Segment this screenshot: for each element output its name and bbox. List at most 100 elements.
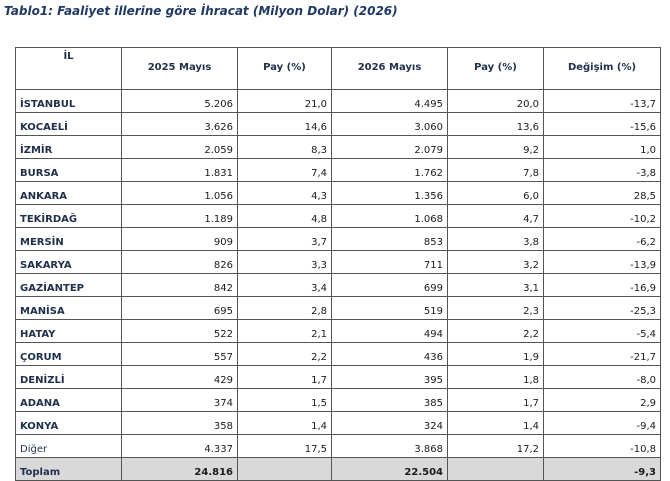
header-cell: Pay (%) [237, 47, 332, 90]
value-cell: 2.079 [331, 135, 448, 159]
table-row: BURSA 1.831 7,4 1.762 7,8 -3,8 [15, 158, 661, 182]
value-cell: 2,1 [237, 319, 332, 343]
value-cell: 1,0 [543, 135, 661, 159]
table-row: ADANA 374 1,5 385 1,7 2,9 [15, 388, 661, 412]
value-cell: 8,3 [237, 135, 332, 159]
value-cell: 3,2 [447, 250, 544, 274]
value-cell: 826 [121, 250, 238, 274]
value-cell: 21,0 [237, 89, 332, 113]
value-cell: 1,8 [447, 365, 544, 389]
value-cell: 1,5 [237, 388, 332, 412]
value-cell: 28,5 [543, 181, 661, 205]
value-cell: 1,7 [237, 365, 332, 389]
province-cell: BURSA [15, 158, 122, 182]
value-cell: -10,2 [543, 204, 661, 228]
value-cell: -3,8 [543, 158, 661, 182]
value-cell: 2.059 [121, 135, 238, 159]
value-cell: -13,7 [543, 89, 661, 113]
value-cell: 494 [331, 319, 448, 343]
value-cell: 1.831 [121, 158, 238, 182]
table-row: Diğer 4.337 17,5 3.868 17,2 -10,8 [15, 434, 661, 458]
table-row: İZMİR 2.059 8,3 2.079 9,2 1,0 [15, 135, 661, 159]
value-cell: 4,8 [237, 204, 332, 228]
value-cell: -8,0 [543, 365, 661, 389]
value-cell: 2,2 [237, 342, 332, 366]
value-cell: 14,6 [237, 112, 332, 136]
value-cell: 9,2 [447, 135, 544, 159]
value-cell: 2,9 [543, 388, 661, 412]
province-cell: ADANA [15, 388, 122, 412]
value-cell: 711 [331, 250, 448, 274]
value-cell: 7,8 [447, 158, 544, 182]
value-cell: 1.189 [121, 204, 238, 228]
table-row: MERSİN 909 3,7 853 3,8 -6,2 [15, 227, 661, 251]
province-cell: TEKİRDAĞ [15, 204, 122, 228]
value-cell: 1.056 [121, 181, 238, 205]
value-cell: 3,3 [237, 250, 332, 274]
table-row: HATAY 522 2,1 494 2,2 -5,4 [15, 319, 661, 343]
table-row: KOCAELİ 3.626 14,6 3.060 13,6 -15,6 [15, 112, 661, 136]
value-cell: 3,8 [447, 227, 544, 251]
value-cell: 6,0 [447, 181, 544, 205]
total-cell: -9,3 [543, 457, 661, 481]
header-cell: 2025 Mayıs [121, 47, 238, 90]
value-cell: 699 [331, 273, 448, 297]
province-cell: MANİSA [15, 296, 122, 320]
table-row: DENİZLİ 429 1,7 395 1,8 -8,0 [15, 365, 661, 389]
value-cell: 4,3 [237, 181, 332, 205]
value-cell: 436 [331, 342, 448, 366]
table-body: İSTANBUL 5.206 21,0 4.495 20,0 -13,7 KOCAELİ 3.… [15, 89, 661, 481]
header-cell: Değişim (%) [543, 47, 661, 90]
value-cell: 3.626 [121, 112, 238, 136]
value-cell: -10,8 [543, 434, 661, 458]
value-cell: 3,1 [447, 273, 544, 297]
value-cell: 842 [121, 273, 238, 297]
province-cell: HATAY [15, 319, 122, 343]
value-cell: 395 [331, 365, 448, 389]
value-cell: 1,4 [447, 411, 544, 435]
province-cell: KONYA [15, 411, 122, 435]
value-cell: 4.495 [331, 89, 448, 113]
value-cell: 1.068 [331, 204, 448, 228]
table-row: GAZİANTEP 842 3,4 699 3,1 -16,9 [15, 273, 661, 297]
table-row: SAKARYA 826 3,3 711 3,2 -13,9 [15, 250, 661, 274]
value-cell: 20,0 [447, 89, 544, 113]
value-cell: 557 [121, 342, 238, 366]
value-cell: -9,4 [543, 411, 661, 435]
table-row: İSTANBUL 5.206 21,0 4.495 20,0 -13,7 [15, 89, 661, 113]
value-cell: 519 [331, 296, 448, 320]
value-cell: 13,6 [447, 112, 544, 136]
value-cell: 909 [121, 227, 238, 251]
data-table: İL 2025 Mayıs Pay (%) 2026 Mayıs Pay (%) Deği… [15, 47, 661, 481]
value-cell: 1,4 [237, 411, 332, 435]
province-cell: Diğer [15, 434, 122, 458]
total-label: Toplam [15, 457, 122, 481]
value-cell: 1,9 [447, 342, 544, 366]
value-cell: 4.337 [121, 434, 238, 458]
value-cell: -16,9 [543, 273, 661, 297]
value-cell: 5.206 [121, 89, 238, 113]
province-cell: İSTANBUL [15, 89, 122, 113]
value-cell: -15,6 [543, 112, 661, 136]
value-cell: 3.060 [331, 112, 448, 136]
value-cell: 324 [331, 411, 448, 435]
table-row: ÇORUM 557 2,2 436 1,9 -21,7 [15, 342, 661, 366]
value-cell: 385 [331, 388, 448, 412]
value-cell: 522 [121, 319, 238, 343]
value-cell: 17,5 [237, 434, 332, 458]
value-cell: 3.868 [331, 434, 448, 458]
province-cell: DENİZLİ [15, 365, 122, 389]
value-cell: 853 [331, 227, 448, 251]
total-cell: 22.504 [331, 457, 448, 481]
value-cell: 2,2 [447, 319, 544, 343]
value-cell: 374 [121, 388, 238, 412]
province-cell: SAKARYA [15, 250, 122, 274]
value-cell: -21,7 [543, 342, 661, 366]
value-cell: 3,7 [237, 227, 332, 251]
total-cell [447, 457, 544, 481]
table-row: ANKARA 1.056 4,3 1.356 6,0 28,5 [15, 181, 661, 205]
value-cell: 358 [121, 411, 238, 435]
province-cell: KOCAELİ [15, 112, 122, 136]
province-cell: MERSİN [15, 227, 122, 251]
